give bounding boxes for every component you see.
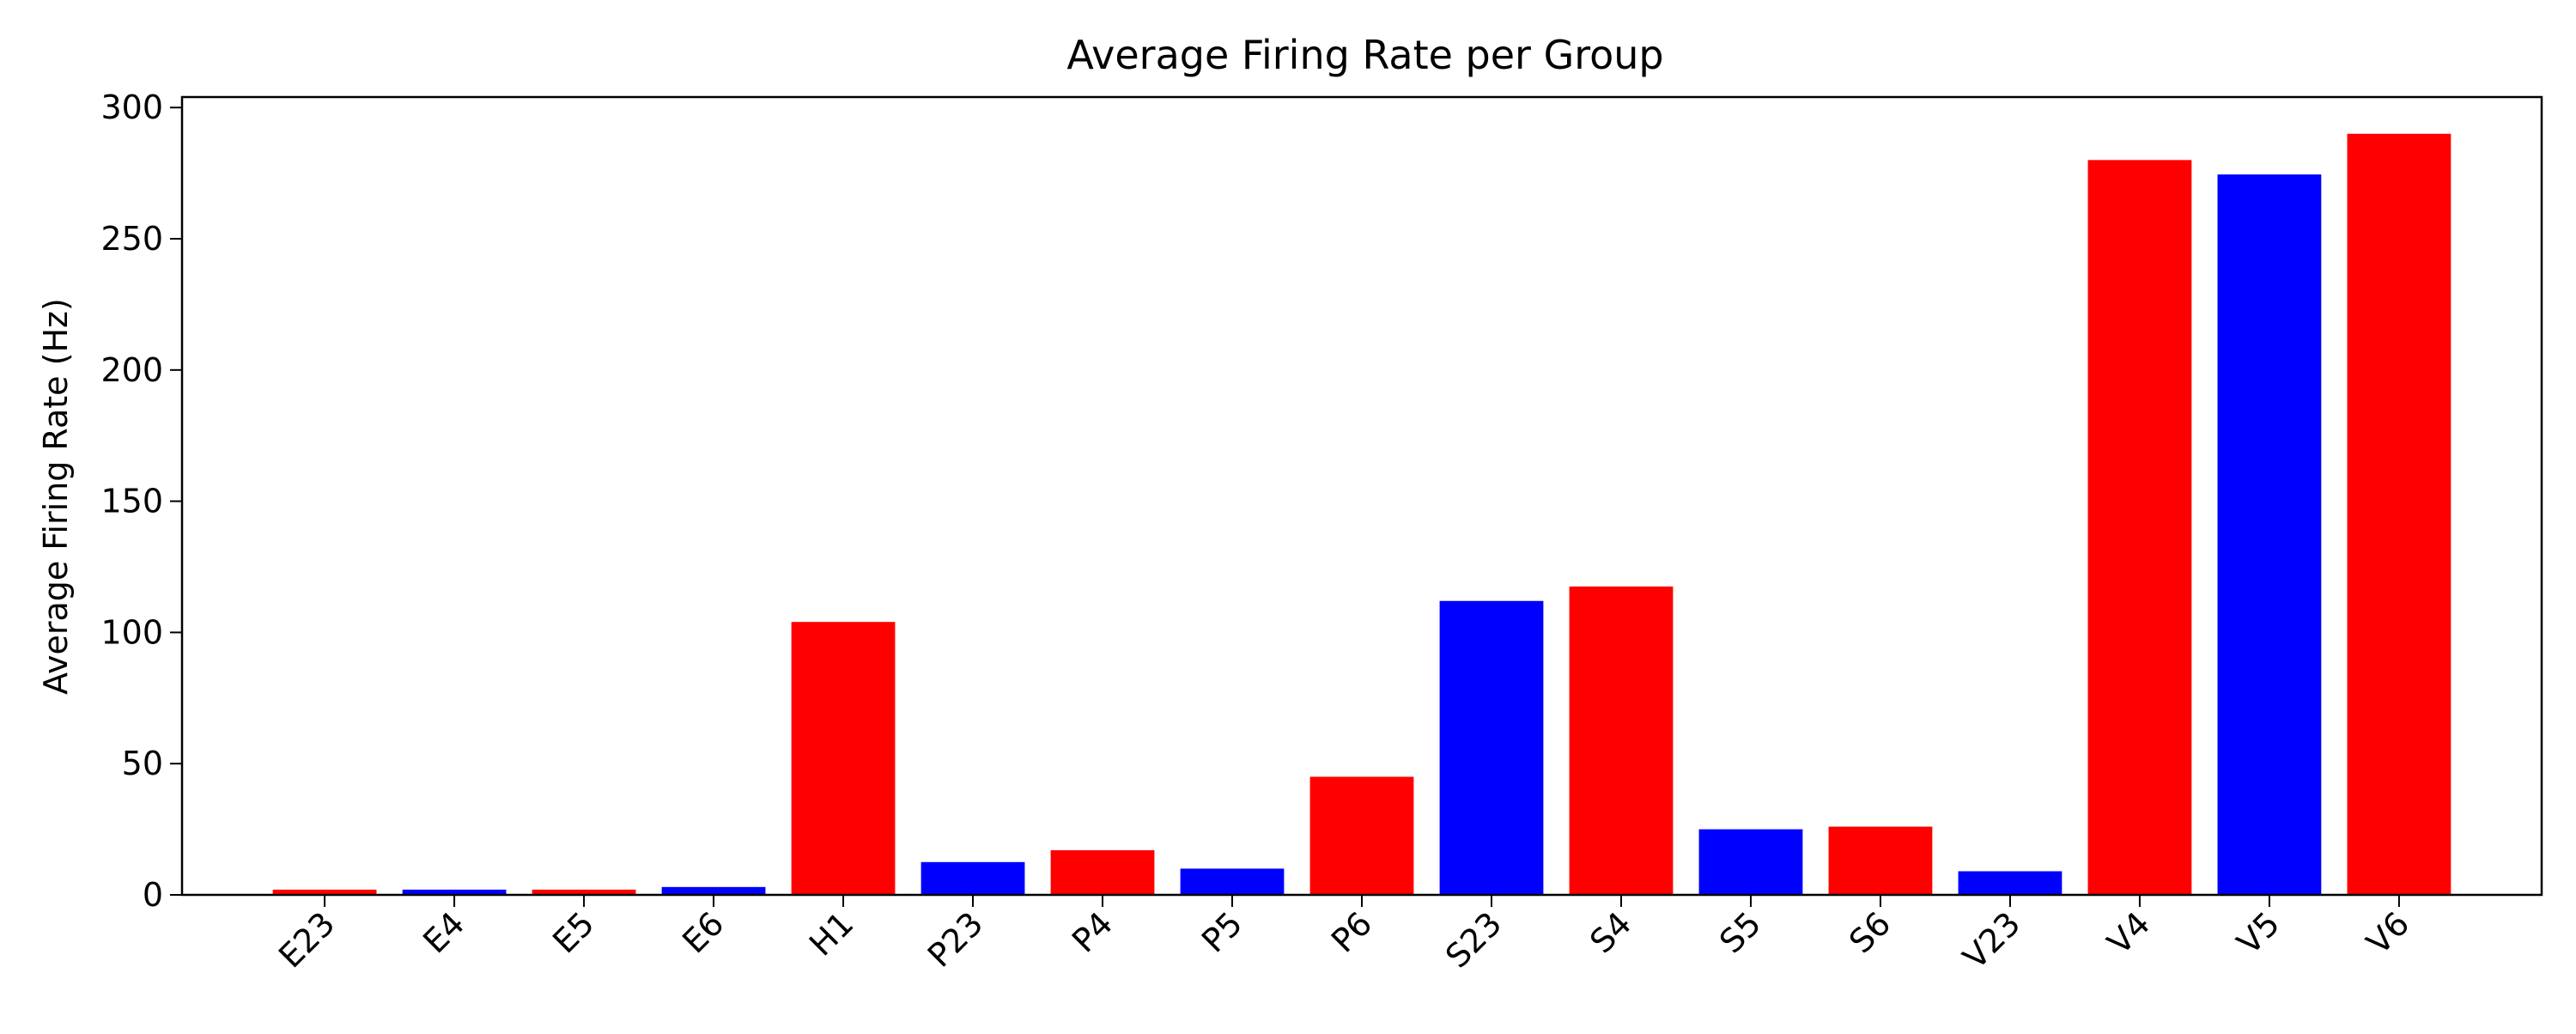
y-tick-label: 100 [100,613,163,651]
bar-v5 [2217,174,2322,896]
x-tick-label: P4 [1065,904,1120,959]
x-tick-label: V5 [2230,904,2287,962]
bar-v4 [2087,160,2192,895]
y-axis-ticks: 0 50 100 150 200 250 300 [100,88,182,914]
x-tick-label: E5 [545,904,601,960]
bar-p23 [920,861,1025,895]
bar-v6 [2347,133,2451,895]
x-tick-label: V4 [2100,904,2158,962]
x-tick-label: S23 [1438,904,1509,975]
y-tick-label: 150 [100,483,163,520]
bar-h1 [791,622,896,895]
y-tick-label: 250 [100,220,163,258]
x-tick-label: P6 [1324,904,1379,959]
x-tick-label: H1 [802,904,860,963]
chart-title: Average Firing Rate per Group [1066,32,1663,78]
bar-e5 [532,889,636,895]
plot-frame [180,95,2543,897]
bar-s23 [1439,600,1544,895]
x-tick-label: E4 [416,904,471,960]
bar-e23 [272,889,377,895]
x-tick-label: E23 [271,904,342,975]
x-tick-label: S6 [1842,904,1898,960]
bar-s4 [1569,586,1674,895]
x-tick-label: S4 [1583,904,1638,960]
bar-p6 [1309,776,1414,895]
x-tick-label: V6 [2360,904,2417,962]
y-axis-label: Average Firing Rate (Hz) [37,298,75,695]
bar-p4 [1050,850,1155,895]
x-tick-label: P23 [920,904,991,975]
x-tick-label: E6 [675,904,731,960]
y-tick-label: 200 [100,351,163,389]
bar-p5 [1180,868,1285,895]
bar-s6 [1828,826,1933,895]
y-tick-label: 300 [100,88,163,126]
bar-e4 [402,889,507,895]
x-tick-label: S5 [1712,904,1768,960]
x-axis-ticks: E23 E4 E5 E6 H1 P23 P4 P5 P6 S23 S4 S5 S6 V23 V4 V5 V6 [271,895,2416,976]
x-tick-label: P5 [1194,904,1249,959]
bar-e6 [661,886,766,895]
bar-v23 [1958,871,2063,895]
bars-layer [272,133,2451,896]
x-tick-label: V23 [1956,904,2028,976]
y-tick-label: 50 [122,745,163,782]
bar-s5 [1698,829,1803,895]
y-tick-label: 0 [143,876,163,914]
